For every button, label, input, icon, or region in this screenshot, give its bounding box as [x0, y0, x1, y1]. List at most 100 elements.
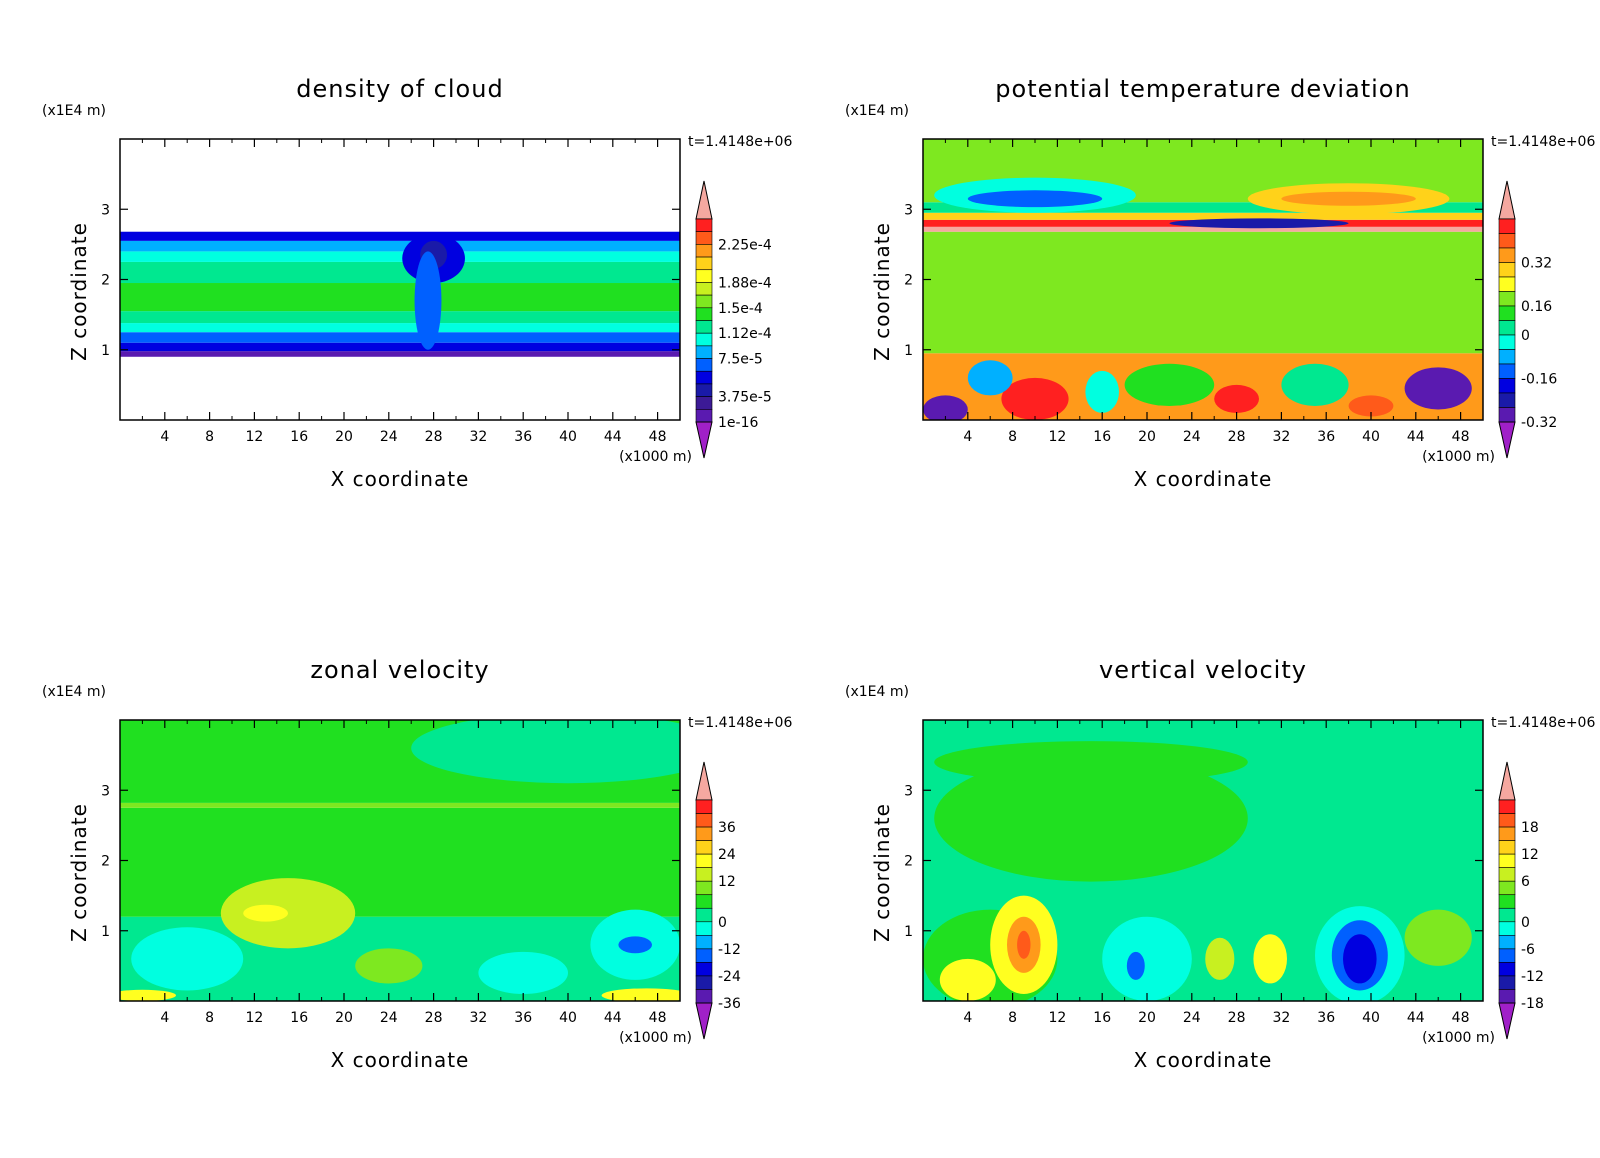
chart-title: density of cloud: [296, 75, 503, 103]
contour-feature-3: [243, 904, 288, 922]
y-tick-label: 3: [904, 202, 913, 218]
colorbar-label: -12: [1521, 969, 1544, 985]
colorbar-swatch-8: [1498, 320, 1516, 336]
x-tick-label: 20: [335, 1010, 353, 1026]
colorbar-label: -0.32: [1521, 415, 1557, 431]
timestamp-label: t=1.4148e+06: [1491, 715, 1595, 731]
colorbar-label: -0.16: [1521, 372, 1557, 388]
x-tick-label: 36: [514, 429, 532, 445]
contour-feature-7: [939, 958, 996, 1001]
contour-feature-15: [1205, 937, 1235, 980]
contour-field: [923, 139, 1483, 420]
timestamp-label: t=1.4148e+06: [1491, 134, 1595, 150]
contour-band-2: [923, 231, 1483, 354]
colorbar-swatch-7: [1498, 305, 1516, 321]
contour-feature-14: [1253, 934, 1287, 984]
colorbar-swatch-6: [1498, 867, 1516, 882]
contour-band-6: [923, 202, 1483, 213]
x-tick-label: 44: [1407, 429, 1425, 445]
z-unit-label: (x1E4 m): [42, 684, 106, 700]
x-tick-label: 24: [380, 1010, 398, 1026]
x-tick-label: 44: [1407, 1010, 1425, 1026]
contour-band-6: [120, 283, 680, 312]
contour-feature-5: [1169, 218, 1349, 229]
contour-feature-2: [967, 190, 1103, 208]
colorbar-swatch-12: [695, 358, 713, 372]
x-axis-label: X coordinate: [331, 1048, 470, 1072]
z-unit-label: (x1E4 m): [845, 103, 909, 119]
colorbar-swatch-5: [695, 269, 713, 283]
colorbar-label: 1.5e-4: [718, 301, 763, 317]
colorbar-label: 24: [718, 847, 736, 863]
x-axis-label: X coordinate: [1134, 467, 1273, 491]
contour-field: [923, 720, 1483, 1001]
contour-band-8: [120, 251, 680, 262]
colorbar-swatch-2: [695, 231, 713, 245]
colorbar-swatch-13: [1498, 392, 1516, 408]
x-tick-label: 32: [1272, 1010, 1290, 1026]
y-tick-label: 2: [101, 854, 110, 870]
contour-feature-3: [414, 251, 442, 350]
contour-band-9: [120, 240, 680, 252]
x-tick-label: 8: [205, 1010, 214, 1026]
y-axis-label: Z coordinate: [67, 803, 91, 942]
colorbar-swatch-5: [1498, 276, 1516, 292]
x-tick-label: 20: [1138, 429, 1156, 445]
colorbar-label: 0: [1521, 915, 1530, 931]
x-tick-label: 40: [559, 1010, 577, 1026]
x-tick-label: 4: [160, 429, 169, 445]
colorbar-swatch-4: [695, 840, 713, 855]
x-tick-label: 28: [1228, 1010, 1246, 1026]
y-tick-label: 1: [101, 924, 110, 940]
x-tick-label: 32: [1272, 429, 1290, 445]
timestamp-label: t=1.4148e+06: [688, 134, 792, 150]
colorbar-swatch-6: [695, 867, 713, 882]
x-tick-label: 44: [604, 429, 622, 445]
contour-feature-1: [411, 720, 680, 784]
colorbar-label: 2.25e-4: [718, 237, 772, 253]
colorbar-swatch-2: [1498, 233, 1516, 249]
x-tick-label: 48: [1452, 1010, 1470, 1026]
colorbar-swatch-11: [1498, 363, 1516, 379]
x-unit-label: (x1000 m): [619, 449, 692, 465]
contour-feature-7: [923, 395, 968, 420]
contour-feature-9: [1124, 363, 1215, 406]
colorbar-swatch-1: [695, 799, 713, 814]
contour-feature-12: [1343, 934, 1377, 984]
colorbar-label: 1.12e-4: [718, 326, 772, 342]
colorbar-bottom-arrow: [1498, 1002, 1516, 1040]
x-tick-label: 16: [290, 429, 308, 445]
x-tick-label: 20: [335, 429, 353, 445]
x-unit-label: (x1000 m): [1422, 1030, 1495, 1046]
y-axis-label: Z coordinate: [870, 222, 894, 361]
colorbar-swatch-1: [1498, 218, 1516, 234]
colorbar: 18 12 6 0 -6 -12 -18: [1498, 761, 1544, 1040]
x-tick-label: 4: [963, 1010, 972, 1026]
y-tick-label: 1: [101, 343, 110, 359]
contour-feature-1: [934, 755, 1248, 882]
chart-title: zonal velocity: [310, 656, 489, 684]
colorbar-label: 1e-16: [718, 415, 758, 431]
x-tick-label: 48: [649, 429, 667, 445]
x-tick-label: 40: [1362, 429, 1380, 445]
contour-feature-10: [355, 948, 423, 984]
colorbar-swatch-10: [695, 332, 713, 347]
x-tick-label: 16: [1093, 1010, 1111, 1026]
x-unit-label: (x1000 m): [1422, 449, 1495, 465]
colorbar-swatch-9: [1498, 334, 1516, 350]
colorbar-swatch-7: [1498, 880, 1516, 896]
x-axis-label: X coordinate: [1134, 1048, 1273, 1072]
colorbar: 2.25e-4 1.88e-4 1.5e-4 1.12e-4 7.5e-5 3.75e-5…: [695, 180, 772, 459]
colorbar-label: 1.88e-4: [718, 275, 772, 291]
contour-feature-14: [1348, 395, 1394, 417]
contour-band-2: [120, 342, 680, 352]
colorbar-swatch-14: [1498, 975, 1516, 990]
colorbar-label: 0: [1521, 328, 1530, 344]
y-axis-label: Z coordinate: [67, 222, 91, 361]
colorbar-swatch-8: [695, 307, 713, 321]
contour-feature-2: [934, 741, 1248, 784]
